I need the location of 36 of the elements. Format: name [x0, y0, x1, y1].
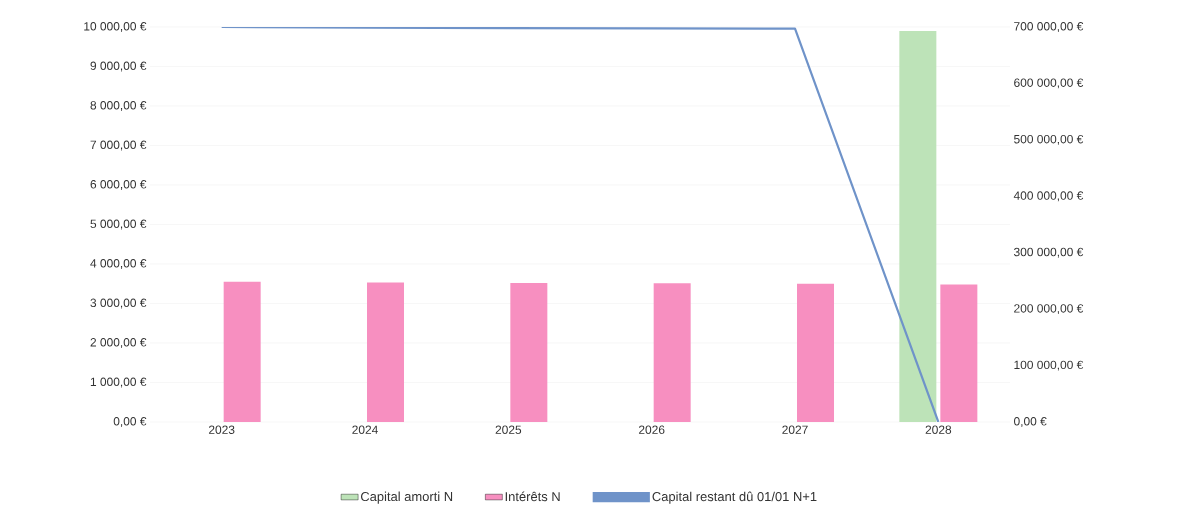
x-tick-label: 2026: [638, 425, 665, 434]
x-tick-label: 2023: [208, 425, 235, 434]
bar: [797, 283, 835, 422]
y-tick-label: 6 000,00 €: [90, 180, 147, 190]
x-tick-label: 2027: [782, 425, 808, 434]
y-tick-label: 2 000,00 €: [90, 338, 147, 348]
y2-tick-label: 400 000,00 €: [1013, 191, 1084, 202]
y-tick-label: 7 000,00 €: [90, 140, 147, 151]
y2-tick-label: 200 000,00 €: [1014, 304, 1084, 315]
y2-tick-label: 700 000,00 €: [1014, 22, 1084, 32]
y-tick-label: 9 000,00 €: [90, 61, 147, 72]
y-tick-label: 10 000,00 €: [84, 22, 147, 32]
y2-tick-label: 600 000,00 €: [1014, 78, 1084, 89]
bar: [899, 30, 937, 422]
x-tick-label: 2025: [495, 425, 522, 434]
y2-tick-label: 300 000,00 €: [1013, 247, 1084, 258]
y2-tick-label: 500 000,00 €: [1014, 134, 1084, 145]
x-tick-label: 2024: [352, 425, 378, 434]
y2-tick-label: 0,00 €: [1014, 417, 1047, 427]
y-tick-label: 3 000,00 €: [90, 298, 147, 309]
y-tick-label: 5 000,00 €: [90, 219, 147, 230]
x-tick-label: 2028: [925, 425, 952, 434]
y-tick-label: 4 000,00 €: [90, 259, 147, 269]
bar: [223, 281, 261, 422]
y-tick-label: 0,00 €: [113, 417, 147, 427]
bar: [940, 284, 978, 422]
line-series: [220, 27, 940, 422]
bar: [367, 282, 404, 422]
legend-label: Capital amorti N: [360, 491, 453, 504]
legend-label: Intérêts N: [505, 491, 560, 502]
bar: [510, 282, 548, 422]
y-tick-label: 8 000,00 €: [90, 101, 147, 111]
y2-tick-label: 100 000,00 €: [1014, 360, 1084, 371]
y-tick-label: 1 000,00 €: [90, 377, 147, 388]
bar: [653, 283, 691, 422]
legend-label: Capital restant dû 01/01 N+1: [652, 491, 817, 504]
